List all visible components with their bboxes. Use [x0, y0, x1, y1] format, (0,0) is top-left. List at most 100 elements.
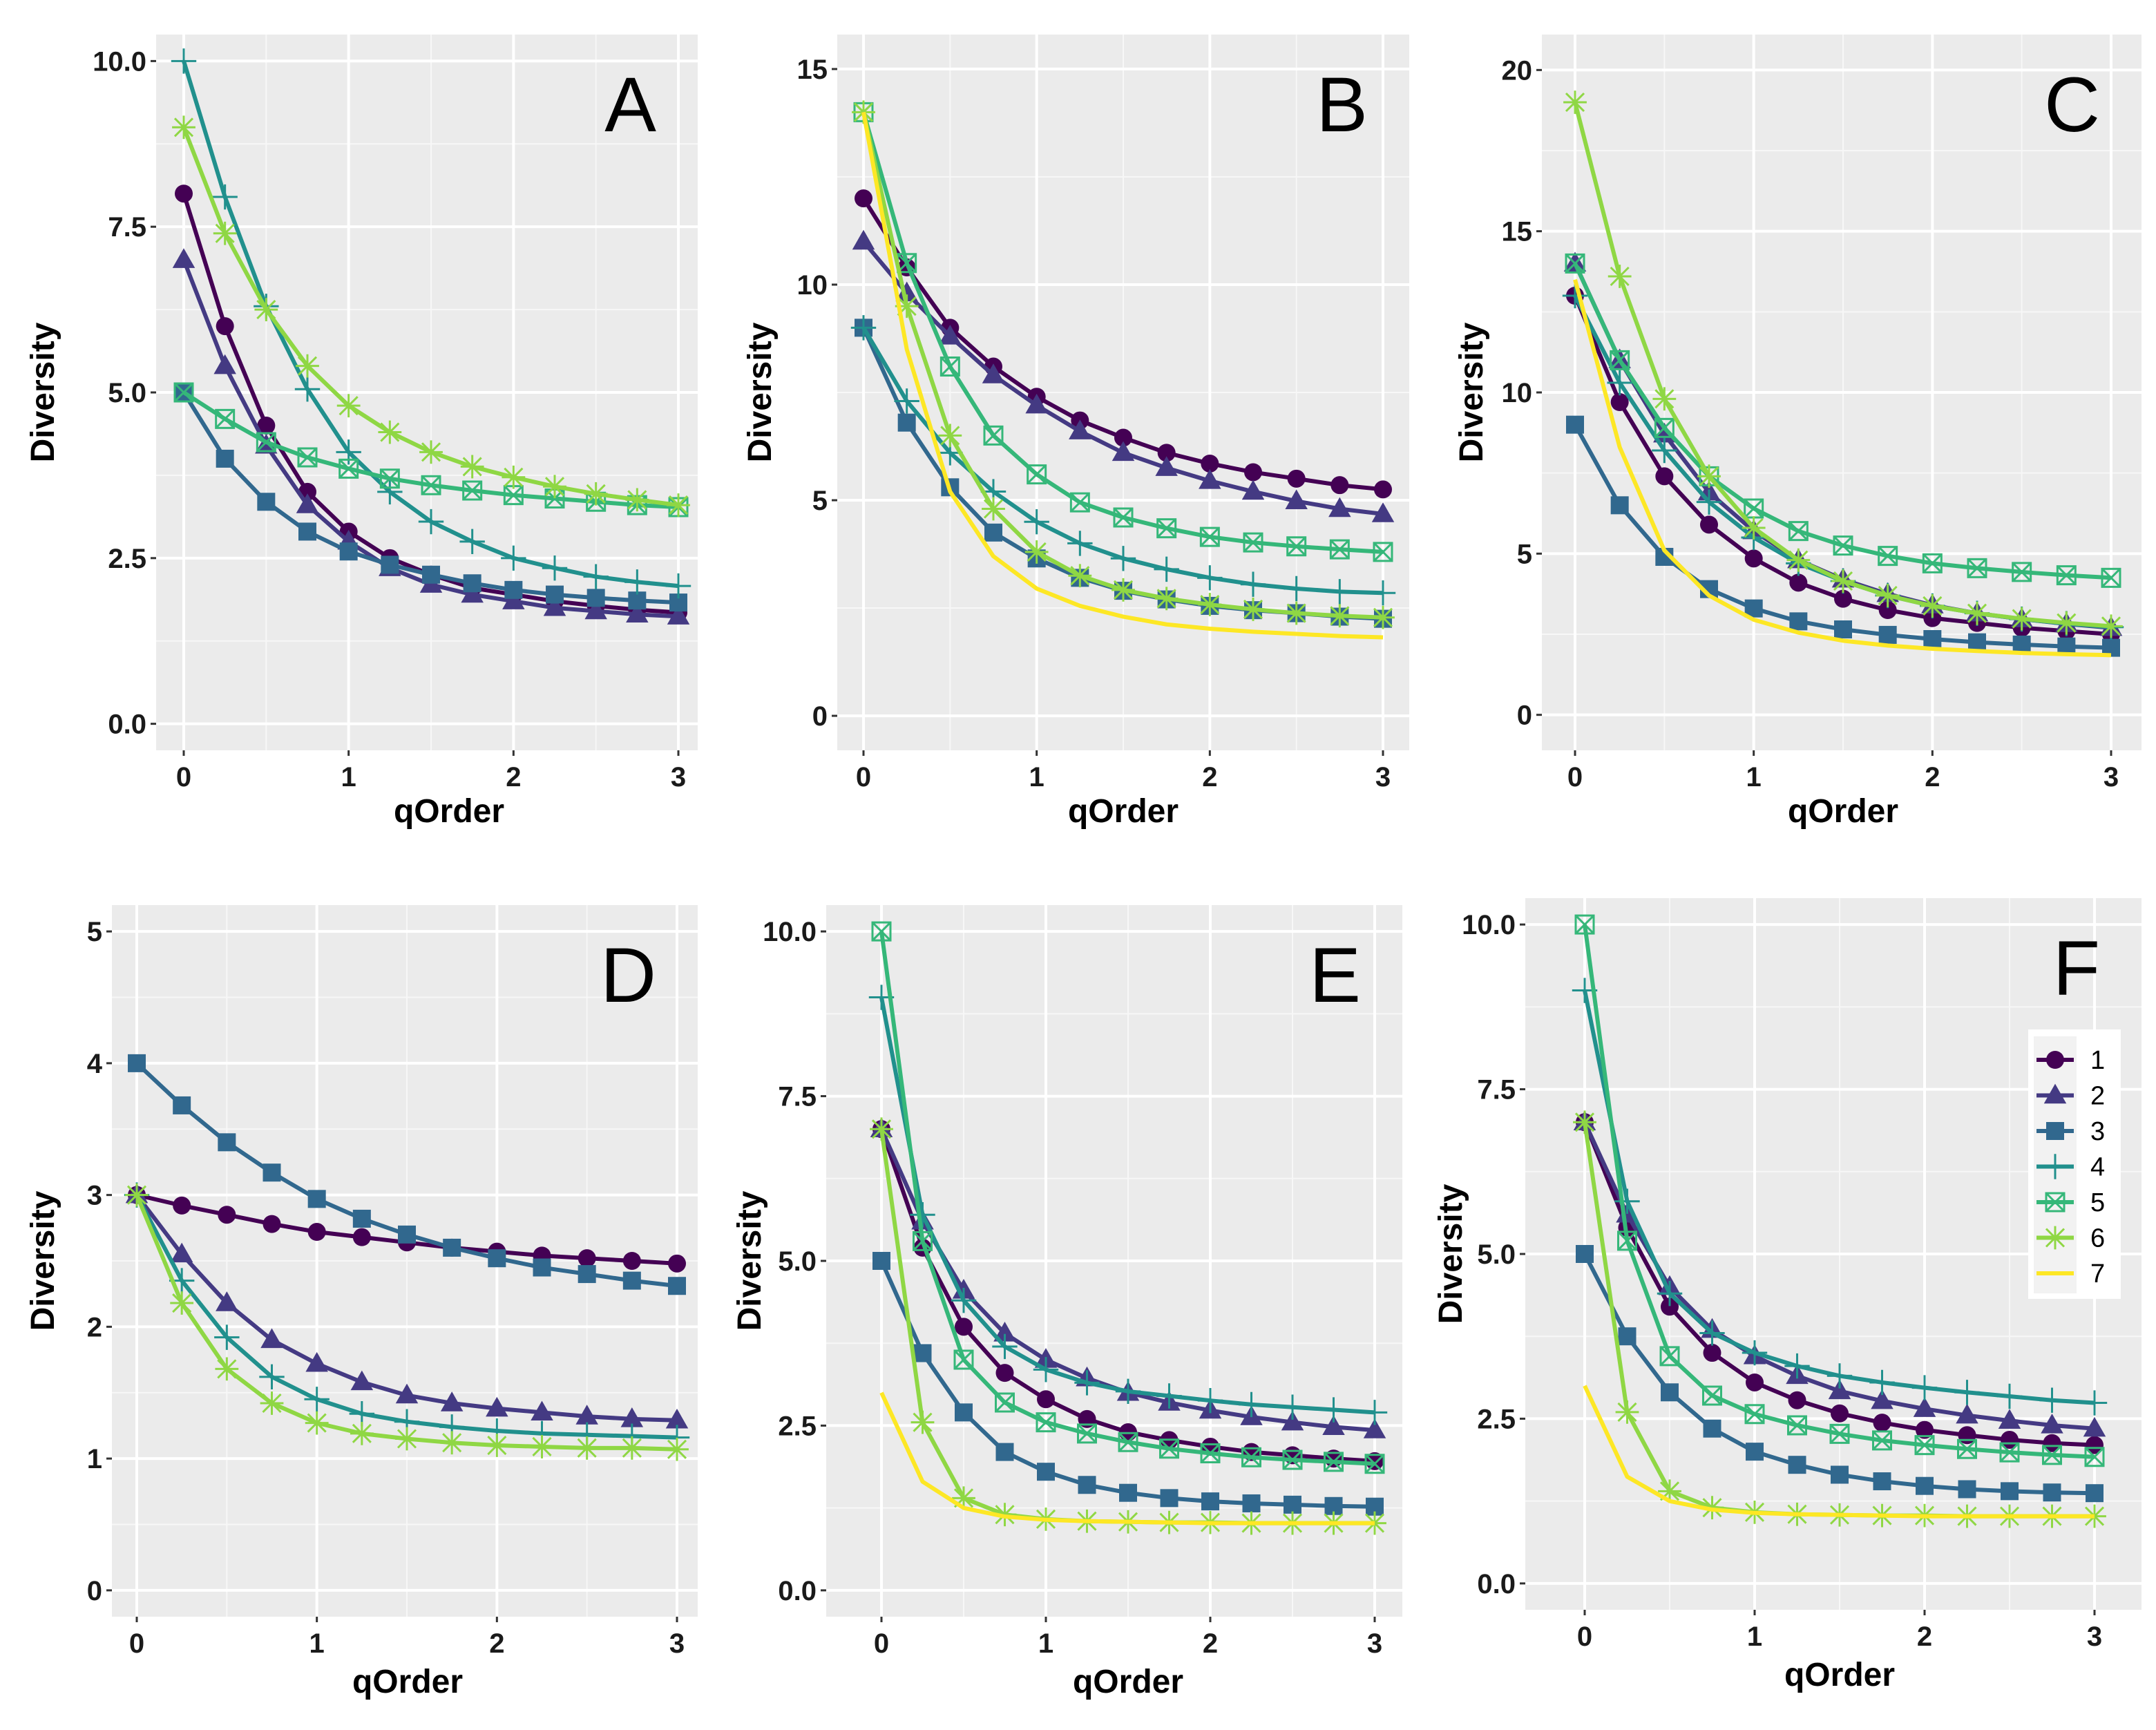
data-point	[419, 440, 443, 464]
data-point	[298, 522, 316, 541]
panel-B: 0 1 2 3 0 5 10 15 qOrder Diversity B	[742, 35, 1409, 830]
legend-label: 3	[2090, 1117, 2105, 1146]
data-point	[955, 1403, 973, 1422]
y-tick-label: 0	[1517, 701, 1532, 731]
data-point	[575, 1436, 599, 1460]
data-point	[542, 555, 568, 581]
data-point	[984, 523, 1002, 542]
data-point	[460, 455, 484, 479]
y-tick-label: 7.5	[108, 212, 146, 243]
data-point	[584, 599, 607, 620]
x-tick-label: 3	[2103, 762, 2119, 792]
y-tick-label: 2.5	[778, 1411, 817, 1441]
data-point	[1703, 1419, 1721, 1438]
data-point	[1197, 565, 1223, 591]
y-tick-label: 2	[87, 1312, 102, 1342]
x-tick-label: 1	[309, 1628, 325, 1659]
series-2	[852, 229, 1395, 522]
data-point	[1834, 589, 1852, 608]
data-point	[1831, 1465, 1849, 1484]
data-point	[1655, 467, 1674, 486]
data-point	[440, 1431, 464, 1455]
y-tick-label: 5.0	[778, 1246, 817, 1277]
x-tick-label: 3	[671, 762, 686, 792]
series-5	[871, 921, 1385, 1474]
y-tick-label: 15	[1502, 217, 1533, 247]
data-point	[1330, 476, 1349, 495]
series-7	[879, 1391, 1375, 1525]
data-point	[1788, 1391, 1806, 1409]
x-tick-label: 3	[669, 1628, 685, 1659]
data-point	[1834, 620, 1852, 638]
data-point	[894, 388, 919, 414]
data-point	[1697, 464, 1721, 488]
data-point	[172, 248, 195, 268]
data-point	[1322, 1415, 1345, 1436]
data-point	[995, 1443, 1014, 1461]
data-point	[852, 100, 875, 124]
data-point	[546, 585, 564, 604]
data-point	[1281, 1410, 1304, 1431]
data-point	[294, 377, 321, 402]
legend: 1 2 3 4 5 6 7	[2028, 1029, 2121, 1299]
data-point	[459, 529, 485, 555]
data-point	[850, 315, 877, 341]
data-point	[422, 565, 440, 584]
panel-C: 0 1 2 3 0 5 10 15 20 qOrder Diversity C	[1453, 35, 2141, 830]
data-point	[175, 184, 193, 203]
series-line	[879, 1391, 1375, 1525]
data-point	[1242, 1494, 1261, 1512]
x-axis-title: qOrder	[352, 1664, 463, 1700]
series-6	[1563, 91, 2123, 638]
data-point	[1610, 350, 1630, 370]
legend-label: 4	[2090, 1153, 2105, 1182]
data-point	[216, 449, 234, 468]
y-tick-label: 7.5	[1477, 1075, 1516, 1105]
data-point	[1155, 456, 1178, 476]
data-point	[871, 921, 892, 942]
data-point	[1563, 91, 1587, 114]
y-axis-title: Diversity	[1433, 1184, 1469, 1324]
data-point	[170, 1242, 193, 1263]
legend-marker	[2043, 1083, 2067, 1104]
x-tick-label: 3	[2087, 1622, 2102, 1652]
data-point	[1329, 539, 1350, 560]
data-point	[1077, 1423, 1097, 1444]
data-point	[1826, 1363, 1853, 1389]
data-point	[1828, 1379, 1851, 1400]
data-point	[910, 1410, 935, 1434]
x-tick-label: 3	[1375, 762, 1391, 792]
data-point	[855, 189, 872, 208]
data-point	[1954, 1380, 1980, 1405]
data-point	[1159, 1438, 1179, 1459]
data-point	[1610, 496, 1629, 515]
y-tick-label: 5.0	[108, 378, 146, 408]
data-point	[2043, 1483, 2061, 1502]
data-point	[1700, 515, 1718, 534]
data-point	[1241, 1447, 1261, 1467]
data-point	[1374, 480, 1392, 499]
y-axis-title: Diversity	[732, 1190, 768, 1331]
panel-label: D	[600, 932, 656, 1018]
data-point	[1744, 498, 1764, 519]
data-point	[304, 1387, 330, 1412]
data-point	[1607, 370, 1632, 396]
data-point	[668, 1277, 686, 1295]
data-point	[1286, 536, 1307, 557]
data-point	[256, 432, 276, 453]
data-point	[1069, 419, 1091, 439]
data-point	[1608, 265, 1632, 288]
data-point	[1699, 1320, 1725, 1346]
data-point	[531, 1400, 553, 1421]
data-point	[257, 493, 276, 511]
x-tick-label: 2	[506, 762, 521, 792]
x-tick-label: 2	[489, 1628, 504, 1659]
data-point	[1024, 509, 1049, 535]
data-point	[1239, 1391, 1264, 1418]
x-tick-label: 1	[1747, 1622, 1762, 1652]
data-point	[1078, 1476, 1096, 1494]
data-point	[352, 1228, 371, 1246]
x-tick-label: 3	[1367, 1628, 1382, 1659]
data-point	[215, 408, 236, 429]
legend-label: 7	[2090, 1260, 2105, 1289]
